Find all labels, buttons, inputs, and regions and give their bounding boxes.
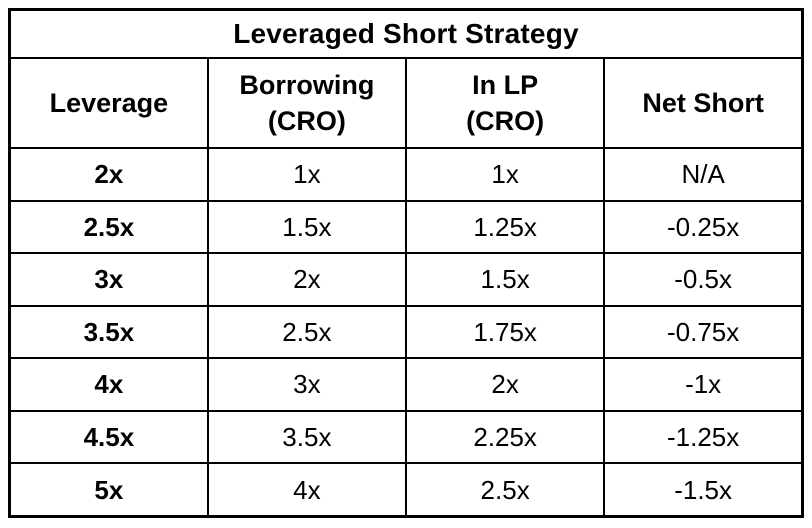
cell-net-short: -0.5x — [603, 252, 804, 307]
table-row: 4.5x 3.5x 2.25x -1.25x — [8, 409, 804, 464]
cell-in-lp: 2.5x — [404, 462, 606, 518]
cell-in-lp: 1.75x — [404, 304, 606, 359]
cell-net-short: N/A — [603, 147, 804, 202]
cell-borrowing: 1.5x — [206, 199, 408, 254]
table-row: 2.5x 1.5x 1.25x -0.25x — [8, 199, 804, 254]
table-header-row: Leverage Borrowing (CRO) In LP (CRO) Net… — [8, 57, 804, 149]
cell-net-short: -1.25x — [603, 409, 804, 464]
table-title-row: Leveraged Short Strategy — [8, 8, 804, 59]
cell-borrowing: 3.5x — [206, 409, 408, 464]
cell-leverage: 4.5x — [8, 409, 209, 464]
cell-borrowing: 2.5x — [206, 304, 408, 359]
cell-in-lp: 1.25x — [404, 199, 606, 254]
table-row: 3x 2x 1.5x -0.5x — [8, 252, 804, 307]
cell-borrowing: 3x — [206, 357, 408, 412]
cell-in-lp: 2.25x — [404, 409, 606, 464]
cell-in-lp: 1.5x — [404, 252, 606, 307]
cell-in-lp: 2x — [404, 357, 606, 412]
cell-net-short: -1.5x — [603, 462, 804, 518]
cell-leverage: 2x — [8, 147, 209, 202]
cell-leverage: 4x — [8, 357, 209, 412]
table-row: 5x 4x 2.5x -1.5x — [8, 462, 804, 518]
table-row: 4x 3x 2x -1x — [8, 357, 804, 412]
header-leverage: Leverage — [8, 57, 209, 149]
cell-net-short: -0.25x — [603, 199, 804, 254]
header-in-lp-cro: In LP (CRO) — [404, 57, 606, 149]
cell-borrowing: 1x — [206, 147, 408, 202]
header-net-short: Net Short — [603, 57, 804, 149]
cell-leverage: 3x — [8, 252, 209, 307]
leverage-table: Leveraged Short Strategy Leverage Borrow… — [8, 8, 804, 518]
table-row: 2x 1x 1x N/A — [8, 147, 804, 202]
table-title: Leveraged Short Strategy — [8, 8, 804, 59]
cell-leverage: 3.5x — [8, 304, 209, 359]
cell-borrowing: 2x — [206, 252, 408, 307]
header-borrowing-cro: Borrowing (CRO) — [206, 57, 408, 149]
cell-in-lp: 1x — [404, 147, 606, 202]
cell-net-short: -1x — [603, 357, 804, 412]
cell-leverage: 5x — [8, 462, 209, 518]
table-row: 3.5x 2.5x 1.75x -0.75x — [8, 304, 804, 359]
cell-borrowing: 4x — [206, 462, 408, 518]
cell-net-short: -0.75x — [603, 304, 804, 359]
cell-leverage: 2.5x — [8, 199, 209, 254]
